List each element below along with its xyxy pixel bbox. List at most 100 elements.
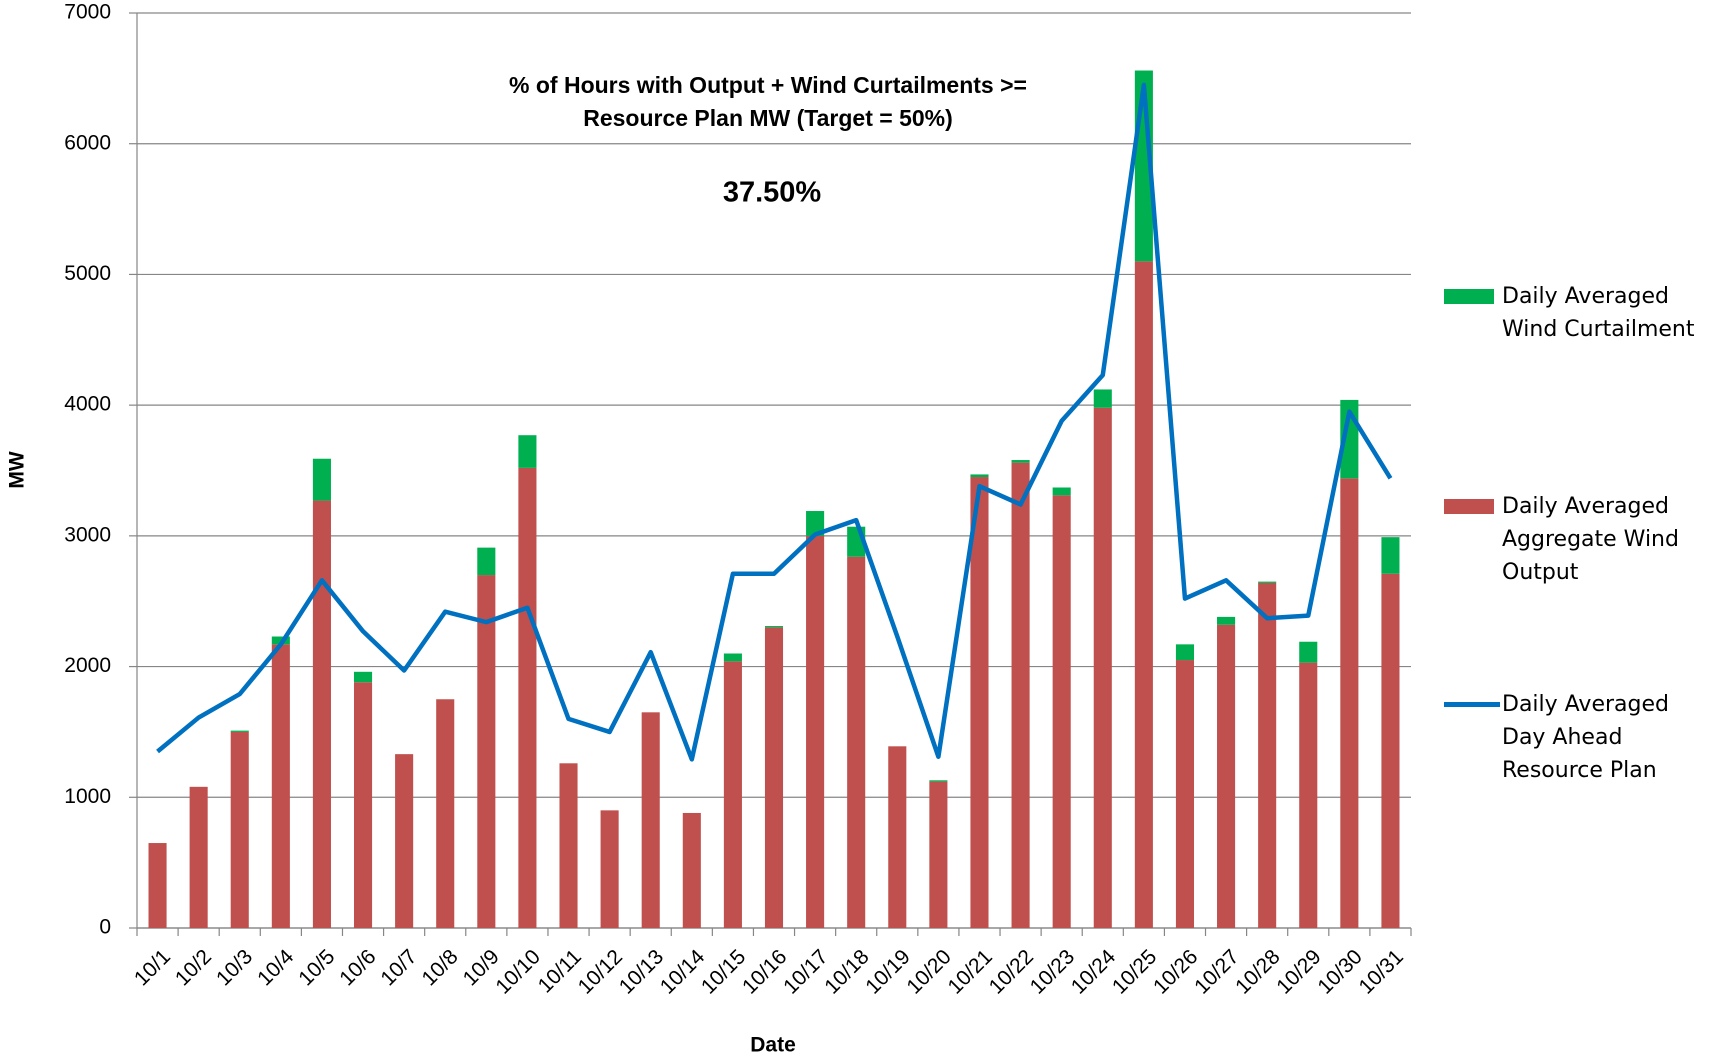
legend-label: Daily Averaged Aggregate Wind Output <box>1502 494 1679 585</box>
bar <box>1258 582 1277 928</box>
x-tick-label: 10/7 <box>376 945 421 990</box>
bar <box>929 781 948 928</box>
x-axis-label: Date <box>750 1034 796 1057</box>
bar <box>230 731 249 928</box>
y-axis-label: MW <box>6 451 29 488</box>
x-tick-label: 10/17 <box>779 945 832 998</box>
bar <box>806 535 825 928</box>
x-tick-label: 10/15 <box>697 945 750 998</box>
y-tick-label: 5000 <box>64 262 111 285</box>
bar <box>477 547 496 576</box>
legend-label: Daily Averaged Wind Curtailment <box>1502 284 1695 342</box>
bar <box>148 843 167 928</box>
x-tick-label: 10/19 <box>861 945 914 998</box>
y-tick-label: 4000 <box>64 393 111 416</box>
x-tick-label: 10/31 <box>1354 945 1407 998</box>
x-tick-label: 10/22 <box>985 945 1038 998</box>
bar <box>764 627 784 928</box>
bar <box>641 712 660 928</box>
legend-swatch <box>1444 289 1494 304</box>
x-tick-label: 10/25 <box>1108 945 1161 998</box>
x-tick-label: 10/1 <box>130 945 175 990</box>
bar <box>723 661 742 928</box>
bar <box>312 458 331 501</box>
bar <box>1052 487 1071 496</box>
x-tick-label: 10/26 <box>1149 945 1202 998</box>
x-tick-label: 10/18 <box>820 945 873 998</box>
x-tick-label: 10/2 <box>171 945 216 990</box>
bar <box>929 780 948 782</box>
bar <box>682 812 701 928</box>
bar <box>353 682 373 928</box>
bar <box>189 786 208 928</box>
bar <box>1340 478 1359 928</box>
bar <box>970 474 989 478</box>
line <box>156 82 1393 762</box>
bar <box>436 699 455 928</box>
annotation: % of Hours with Output + Wind Curtailmen… <box>509 72 1027 98</box>
bar <box>1381 537 1400 574</box>
bar <box>518 435 537 468</box>
bar <box>1381 573 1400 928</box>
bar <box>723 653 742 662</box>
y-tick-label: 3000 <box>64 523 111 546</box>
x-tick-label: 10/27 <box>1190 945 1243 998</box>
bar <box>230 730 249 732</box>
x-tick-label: 10/13 <box>615 945 668 998</box>
bar <box>1011 460 1030 463</box>
bar <box>847 556 866 928</box>
bar <box>518 467 537 928</box>
bar <box>1093 389 1112 408</box>
x-tick-label: 10/8 <box>418 945 463 990</box>
bar <box>559 763 578 928</box>
annotation: 37.50% <box>723 177 822 209</box>
bar <box>312 500 331 928</box>
bar <box>1258 581 1277 583</box>
bar <box>395 754 414 928</box>
bar <box>1175 644 1195 661</box>
bar <box>353 671 373 683</box>
bar <box>271 644 290 928</box>
legend-swatch <box>1444 702 1500 707</box>
y-tick-label: 0 <box>99 916 111 939</box>
bar <box>1299 662 1318 928</box>
y-tick-label: 7000 <box>64 1 111 24</box>
x-tick-label: 10/12 <box>574 945 627 998</box>
x-tick-label: 10/30 <box>1313 945 1366 998</box>
bar <box>970 477 989 928</box>
bar <box>1217 624 1236 928</box>
bar <box>477 575 496 928</box>
bar <box>1011 462 1030 928</box>
x-tick-label: 10/10 <box>491 945 544 998</box>
bar <box>1093 407 1112 928</box>
x-tick-label: 10/11 <box>534 945 586 997</box>
x-tick-label: 10/24 <box>1067 945 1121 999</box>
x-tick-label: 10/16 <box>738 945 791 998</box>
x-tick-label: 10/5 <box>294 945 339 990</box>
bar <box>600 810 619 928</box>
x-tick-label: 10/20 <box>902 945 955 998</box>
x-tick-label: 10/28 <box>1231 945 1284 998</box>
legend-label: Daily Averaged Day Ahead Resource Plan <box>1502 692 1669 783</box>
bar <box>764 626 784 628</box>
x-tick-label: 10/23 <box>1026 945 1079 998</box>
bar <box>1299 641 1318 663</box>
annotation: Resource Plan MW (Target = 50%) <box>583 105 953 131</box>
bar <box>1052 495 1071 928</box>
bar <box>1217 616 1236 625</box>
bar <box>888 746 907 928</box>
y-tick-label: 1000 <box>64 785 111 808</box>
y-tick-label: 6000 <box>64 131 111 154</box>
x-tick-label: 10/6 <box>335 945 380 990</box>
x-tick-label: 10/21 <box>944 945 997 998</box>
x-tick-label: 10/29 <box>1272 945 1325 998</box>
x-tick-label: 10/14 <box>656 945 710 999</box>
x-tick-label: 10/3 <box>212 945 257 990</box>
bar <box>806 511 825 536</box>
bar <box>1134 261 1153 928</box>
y-tick-label: 2000 <box>64 654 111 677</box>
x-tick-label: 10/4 <box>253 945 298 990</box>
bar <box>1175 660 1195 928</box>
